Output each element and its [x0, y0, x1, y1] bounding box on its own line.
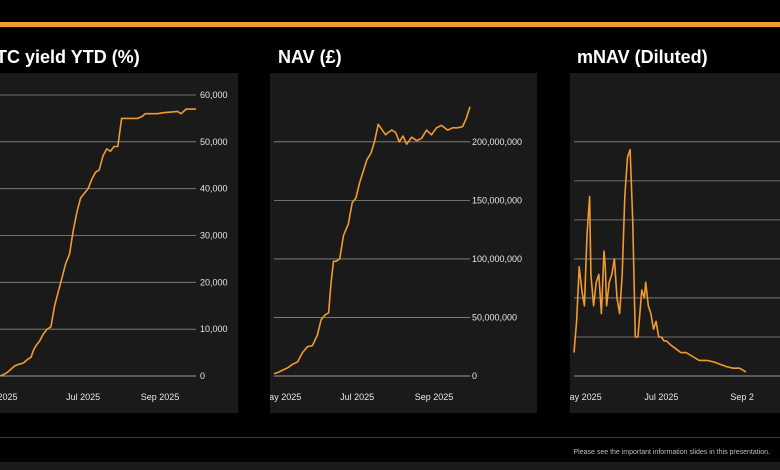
chart-1-svg: 0 10,000 20,000 30,000 40,000 50,000 60,000 202…: [0, 90, 228, 402]
y-tick-label: 10,000: [200, 324, 228, 334]
x-tick-label: Jul 2025: [644, 392, 678, 402]
y-tick-label: 60,000: [200, 90, 228, 100]
series-line: [0, 108, 196, 377]
footer-bar: [0, 462, 780, 470]
chart-2-title: NAV (£): [278, 47, 342, 67]
y-tick-label: 0: [472, 371, 477, 381]
x-tick-label: May 2025: [570, 392, 602, 402]
y-tick-label: 200,000,000: [472, 137, 522, 147]
x-tick-label: Jul 2025: [66, 392, 100, 402]
y-tick-label: 20,000: [200, 277, 228, 287]
x-tick-label: May 2025: [270, 392, 301, 402]
chart-panel-btc-yield: 0 10,000 20,000 30,000 40,000 50,000 60,000 202…: [0, 73, 238, 413]
y-tick-label: 30,000: [200, 231, 228, 241]
y-tick-label: 150,000,000: [472, 195, 522, 205]
y-tick-label: 50,000: [200, 137, 228, 147]
footer-disclaimer: Please see the important information sli…: [573, 449, 771, 456]
x-tick-label: Jul 2025: [340, 392, 374, 402]
x-tick-label: 2025: [0, 392, 17, 402]
x-tick-label: Sep 2025: [141, 392, 180, 402]
chart-3-title: mNAV (Diluted): [577, 47, 708, 67]
chart-3-svg: May 2025 Jul 2025 Sep 2: [570, 141, 780, 402]
series-line: [273, 106, 471, 375]
chart-panel-nav: 0 50,000,000 100,000,000 150,000,000 200,000…: [270, 73, 537, 413]
chart-1-title: TC yield YTD (%): [0, 47, 140, 67]
y-tick-label: 50,000,000: [472, 312, 517, 322]
x-tick-label: Sep 2025: [415, 392, 454, 402]
y-tick-label: 100,000,000: [472, 254, 522, 264]
y-tick-label: 40,000: [200, 184, 228, 194]
y-tick-label: 0: [200, 371, 205, 381]
chart-panel-mnav: May 2025 Jul 2025 Sep 2: [570, 73, 780, 413]
accent-top-bar: [0, 22, 780, 27]
series-line: [573, 148, 747, 373]
x-tick-label: Sep 2: [730, 392, 754, 402]
footer-divider: [0, 437, 780, 438]
chart-2-svg: 0 50,000,000 100,000,000 150,000,000 200,000…: [270, 106, 522, 402]
